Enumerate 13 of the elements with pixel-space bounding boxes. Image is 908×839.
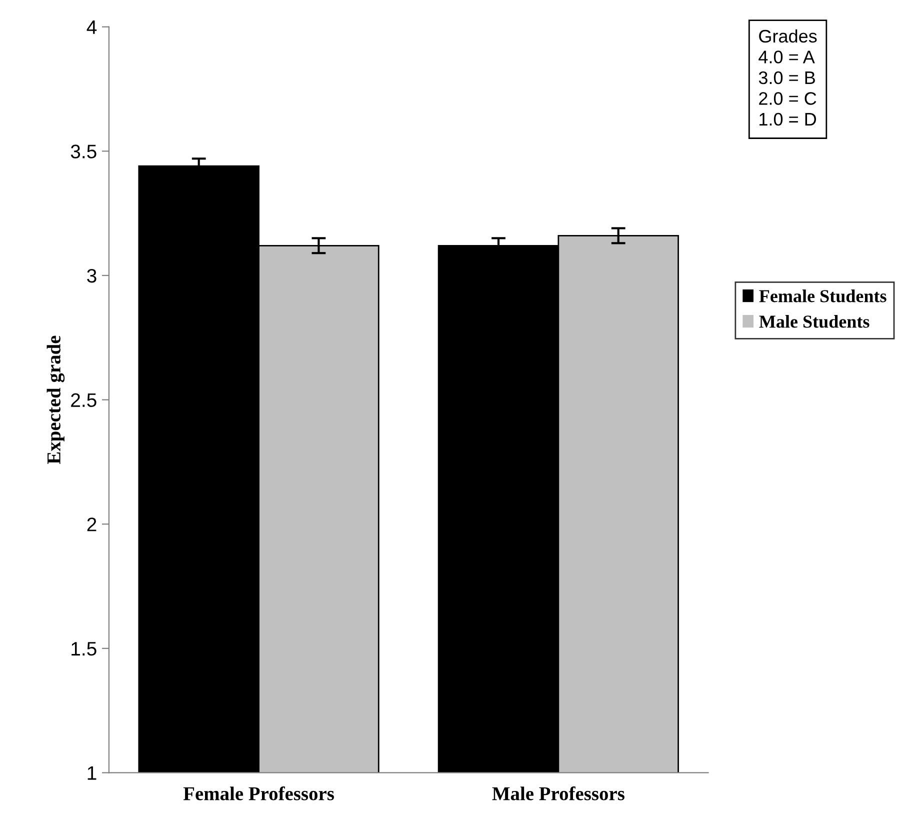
x-tick-label: Female Professors [183,786,334,800]
legend-label: Male Students [759,315,870,328]
y-tick-label: 4 [86,20,97,34]
text: Grades 4.0 = A 3.0 = B 2.0 = C 1.0 = D [758,29,817,126]
y-tick-label: 2 [87,518,96,532]
y-tick-label: 3.5 [70,144,96,158]
y-axis-title: Expected grade [46,336,65,464]
legend-label: Female Students [759,290,886,302]
y-tick-label: 3 [87,268,96,283]
y-tick-label: 2.5 [71,393,96,408]
y-tick-label: 1 [88,766,96,780]
x-tick-label: Male Professors [492,786,624,800]
y-tick-label: 1.5 [72,642,96,656]
